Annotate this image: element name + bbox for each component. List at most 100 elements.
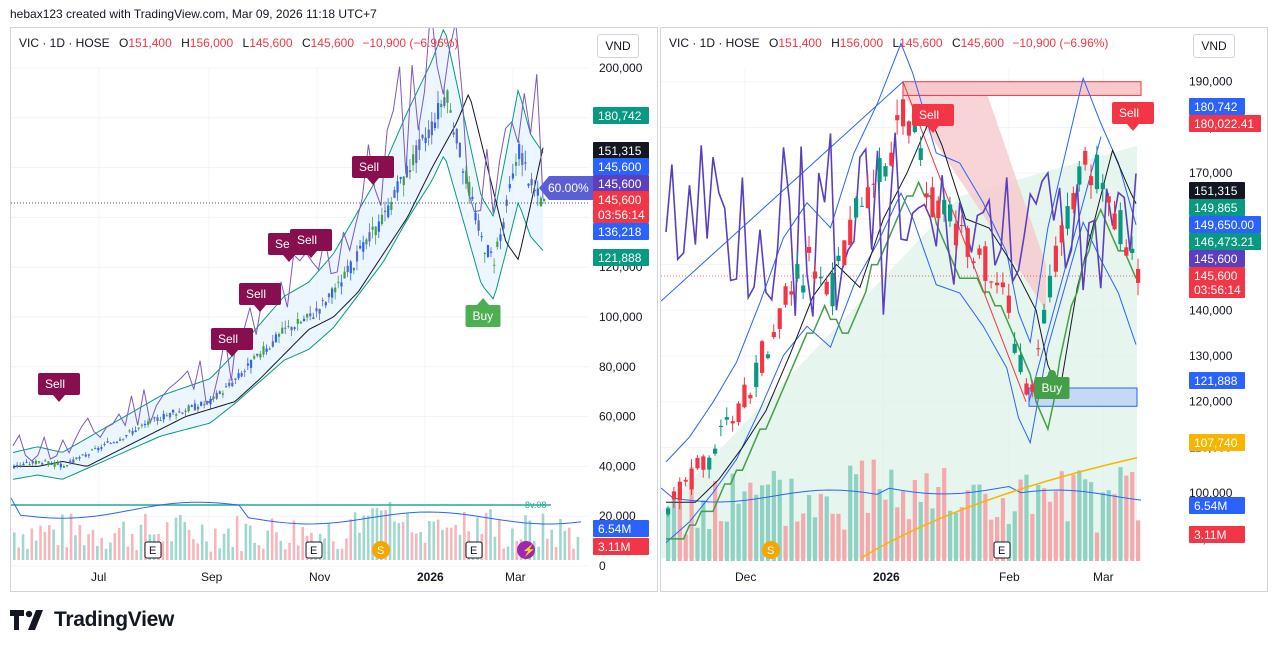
price-axis-label: 151,315 [1194,184,1238,198]
candle-body [452,132,455,135]
candle-body [795,264,800,279]
volume-bar [61,514,64,560]
price-axis-label-bg [1189,216,1261,233]
volume-bar [493,536,497,560]
volume-bar [218,548,221,560]
volume-bar [489,509,492,560]
candle-body [807,246,812,253]
volume-bar [795,521,800,561]
close-label: C [951,36,961,50]
earnings-event-badge [144,541,162,559]
sell-signal: Sell [297,233,317,247]
candle-body [953,223,959,246]
candle-body [724,417,729,420]
volume-bar [995,517,1000,561]
right-chart-canvas[interactable]: 190,000180,000170,000160,000150,000140,0… [661,28,1267,591]
x-tick-label: Mar [1093,570,1114,584]
candle-body [871,183,876,185]
volume-bar [21,534,25,560]
price-axis-label-bg [593,142,649,159]
left-chart-canvas[interactable]: 200,000180,000160,000140,000120,000100,0… [11,28,657,591]
volume-bar [1018,479,1023,561]
volume-bar [559,518,562,560]
candle-body [299,321,303,324]
buy-signal-box [1034,377,1070,399]
volume-bar [187,529,191,560]
candle-body [666,508,671,515]
candle-body [390,202,393,210]
volume-threshold-label: 8v.08 [525,500,546,510]
left-currency-button[interactable]: VND [597,34,639,58]
candle-body [103,444,106,446]
candle-body [318,308,321,314]
right-currency-button[interactable]: VND [1193,34,1235,58]
candle-body [122,438,125,440]
candle-body [683,479,688,482]
volume-bar [701,500,706,561]
volume-bar [436,519,440,560]
volume-bar [983,493,988,561]
candle-body [836,255,841,262]
volume-bar [953,512,959,561]
price-axis-label-bg [593,223,649,240]
volume-bar [537,546,540,560]
candle-body [377,221,380,232]
volume-bar [78,525,82,560]
candle-body [493,264,496,266]
volume-bar [340,548,344,560]
x-tick-label: Mar [505,570,526,584]
volume-bar [139,524,143,560]
price-axis-label: 149,650.00 [1194,218,1254,232]
candle-body [848,219,853,245]
volume-bar [713,481,718,561]
volume-bar [358,532,361,560]
candle-body [760,341,765,373]
candle-body [349,261,352,274]
candle-body [948,204,953,222]
low-label: L [242,36,250,50]
candle-body [119,439,122,441]
volume-bar [196,543,200,560]
volume-bar [1012,511,1017,561]
candle-body [490,251,493,253]
x-tick-label: Dec [735,570,756,584]
sell-signal-box [352,156,394,178]
candle-body [471,196,474,200]
price-axis-label: 6.54M [598,522,631,536]
candle-body [449,110,452,113]
candle-body [312,317,315,319]
tradingview-logo[interactable]: TradingView [10,608,174,632]
volume-bar [930,508,935,561]
sell-signal-pointer [53,395,65,402]
candle-body [421,134,424,139]
volume-bar [449,527,453,560]
candle-body [128,430,131,432]
volume-bar [401,522,405,560]
candle-body [359,245,362,249]
candle-body [1083,151,1088,165]
volume-bar [113,533,117,560]
sell-signal-box [290,229,332,251]
candle-body [53,462,56,467]
price-axis-label-bg [1189,199,1245,216]
volume-bar [297,545,300,560]
volume-bar [244,523,248,560]
left-symbol-name: VIC · 1D · HOSE [19,36,110,50]
right-chart-panel[interactable]: 190,000180,000170,000160,000150,000140,0… [660,27,1268,592]
price-axis-label: 136,218 [598,225,642,239]
earnings-event: E [470,545,477,557]
candle-body [324,302,327,306]
candle-body [1024,383,1029,395]
candle-body [218,391,221,394]
left-chart-panel[interactable]: 200,000180,000160,000140,000120,000100,0… [10,27,658,592]
candle-body [437,103,440,120]
volume-bar [965,490,970,561]
candle-body [486,245,490,258]
volume-bar [13,532,16,560]
candle-body [28,464,31,466]
close-value: 145,600 [310,36,354,50]
candle-body [112,442,115,444]
price-axis-label: 145,600 [598,160,642,174]
candle-body [321,300,324,302]
candle-body [527,183,530,186]
